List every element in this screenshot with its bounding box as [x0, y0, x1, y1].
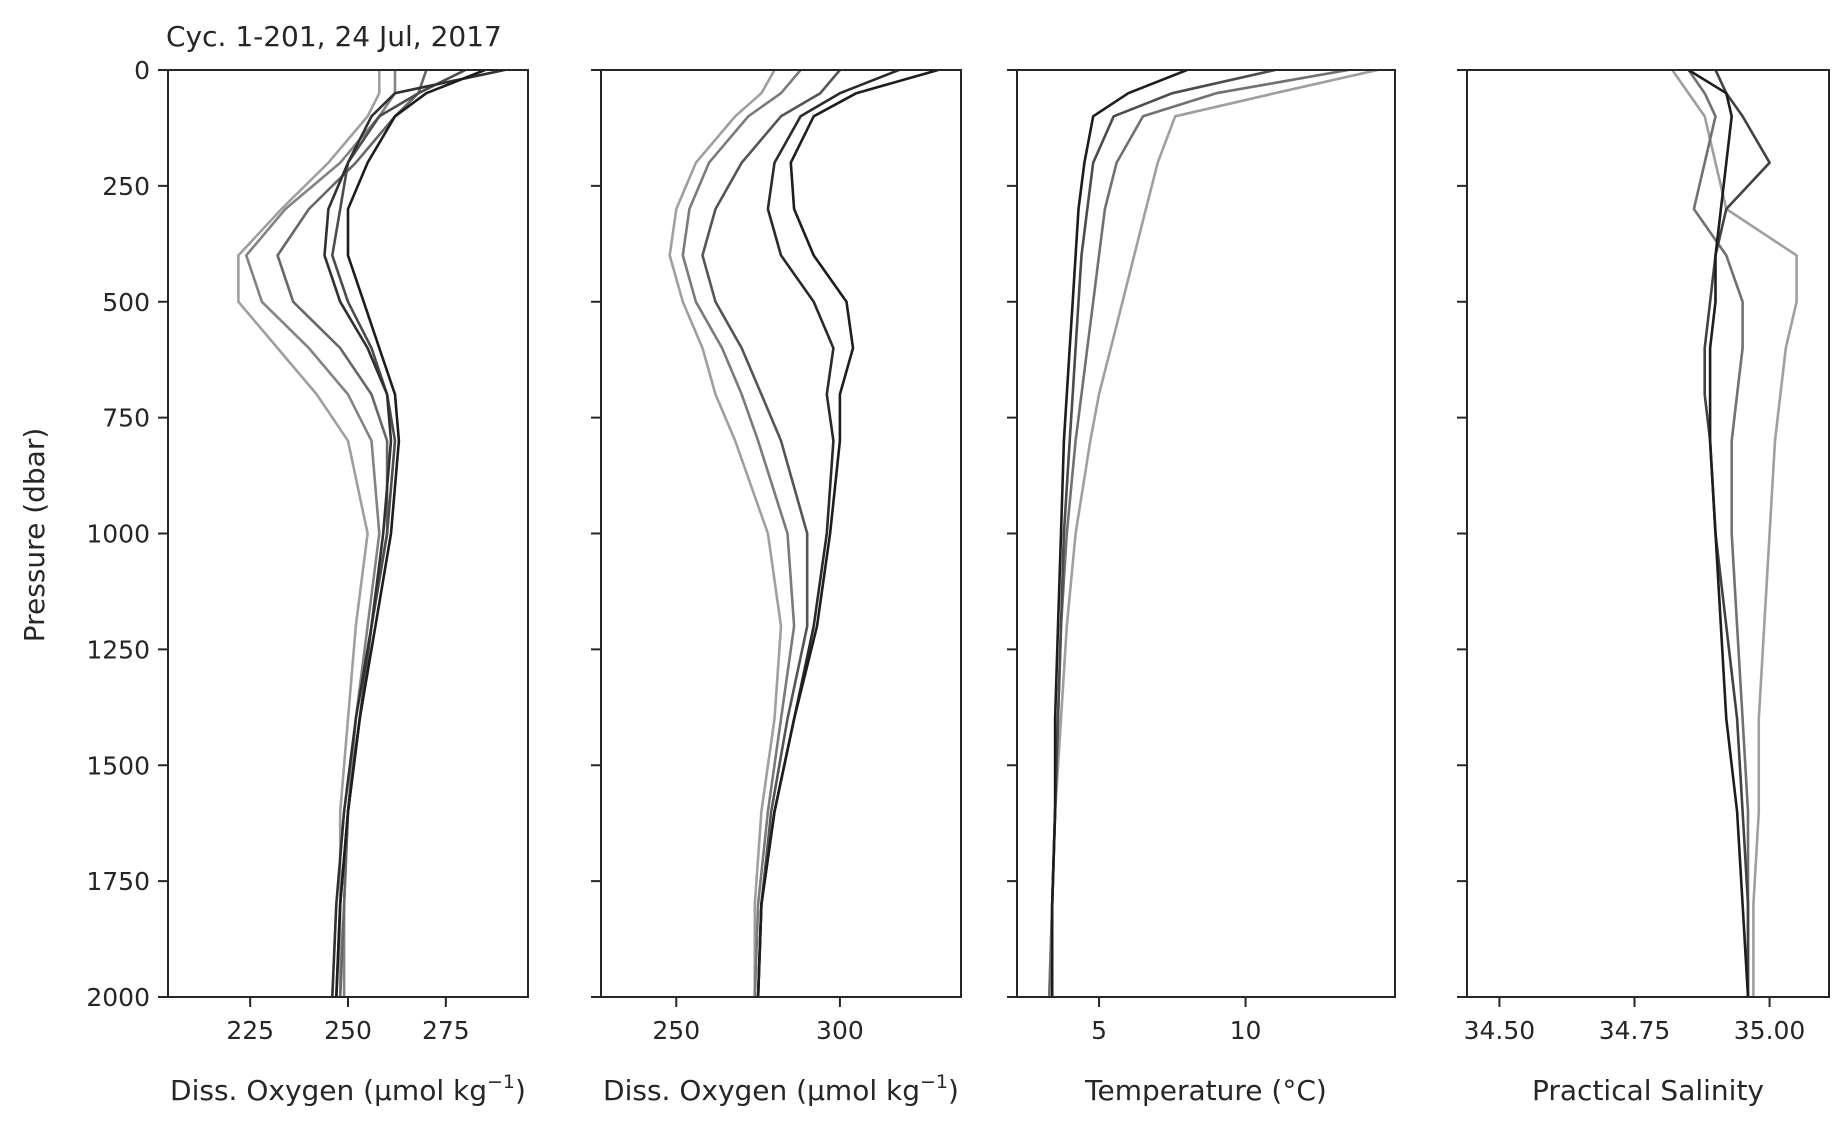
profile-line — [1047, 70, 1379, 997]
profile-line — [1050, 70, 1277, 997]
profile-line — [276, 70, 428, 997]
profile-line — [335, 70, 487, 997]
x-axis-label: Diss. Oxygen (μmol kg−1) — [603, 1071, 959, 1107]
y-tick-label: 250 — [102, 172, 150, 201]
axes-frame — [1466, 69, 1830, 998]
panel-salinity: 34.50 34.75 35.00 Practical Salinity — [1457, 69, 1830, 1107]
profile-line — [331, 70, 467, 997]
panel-temperature: 5 10 Temperature (°C) — [1007, 69, 1396, 1107]
profile-lines-oxygen-adjusted — [668, 70, 940, 997]
x-axis-label: Practical Salinity — [1532, 1074, 1764, 1107]
x-tick-label: 275 — [422, 1016, 470, 1045]
y-tick-label: 1000 — [86, 520, 150, 549]
y-tick-label: 2000 — [86, 983, 150, 1012]
y-tick-label: 1750 — [86, 867, 150, 896]
axes-frame — [1016, 69, 1396, 998]
x-tick-label: 300 — [816, 1016, 864, 1045]
profile-line — [1687, 70, 1750, 997]
profile-line — [1687, 70, 1750, 997]
y-tick-label: 750 — [102, 404, 150, 433]
x-axis-label: Temperature (°C) — [1084, 1074, 1327, 1107]
y-tick-label: 1250 — [86, 635, 150, 664]
profile-line — [756, 70, 901, 997]
profile-lines-salinity — [1671, 70, 1798, 997]
y-tick-label: 500 — [102, 288, 150, 317]
y-tick-label: 1500 — [86, 751, 150, 780]
profile-line — [668, 70, 783, 997]
profile-lines-temperature — [1047, 70, 1379, 997]
x-tick-label: 34.75 — [1599, 1016, 1671, 1045]
profile-line — [323, 70, 506, 997]
x-tick-label: 10 — [1230, 1016, 1262, 1045]
x-tick-label: 35.00 — [1734, 1016, 1806, 1045]
profile-line — [681, 70, 802, 997]
x-axis-label: Diss. Oxygen (μmol kg−1) — [170, 1071, 526, 1107]
profile-line — [245, 70, 397, 997]
x-tick-label: 250 — [324, 1016, 372, 1045]
profile-line — [1050, 70, 1189, 997]
profile-line — [237, 70, 381, 997]
x-tick-label: 225 — [226, 1016, 274, 1045]
y-tick-label: 0 — [134, 56, 150, 85]
x-tick-label: 5 — [1091, 1016, 1107, 1045]
y-axis-label: Pressure (dbar) — [18, 428, 51, 643]
profile-line — [756, 70, 940, 997]
profile-line — [1703, 70, 1771, 997]
profile-line — [1047, 70, 1350, 997]
x-tick-label: 250 — [652, 1016, 700, 1045]
profile-line — [1671, 70, 1798, 997]
figure-title: Cyc. 1-201, 24 Jul, 2017 — [166, 20, 502, 53]
panel-oxygen-adjusted: 250 300 Diss. Oxygen (μmol kg−1) — [591, 69, 962, 1107]
profile-lines-oxygen-raw — [237, 70, 506, 997]
axes-frame — [600, 69, 962, 998]
panel-oxygen-raw: 0 250 500 750 1000 1250 1500 1750 2000 225 250 275 D… — [86, 56, 529, 1107]
profile-line — [701, 70, 842, 997]
x-tick-label: 34.50 — [1464, 1016, 1536, 1045]
